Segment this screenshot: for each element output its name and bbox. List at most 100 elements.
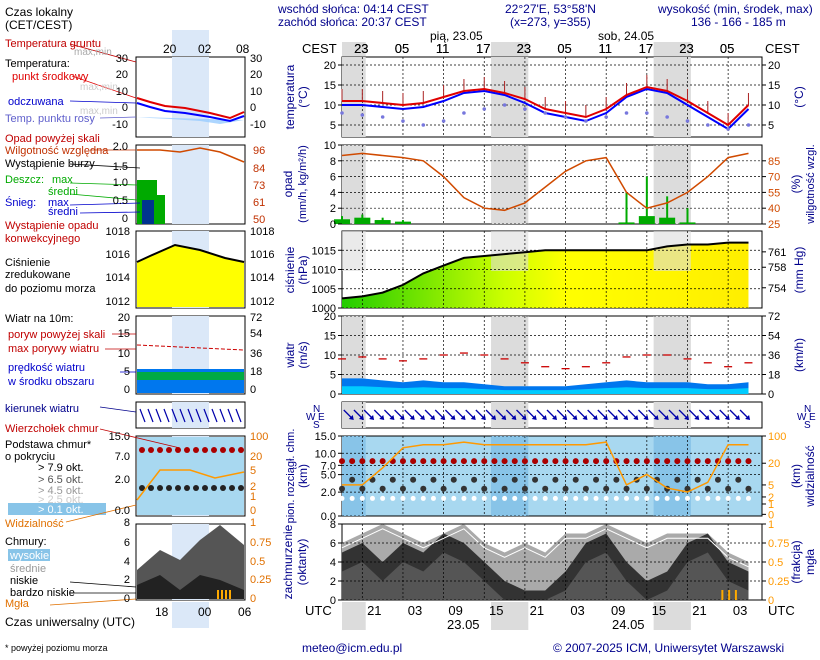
legend-pressure1: Ciśnienie <box>5 257 50 269</box>
night-band <box>491 402 529 428</box>
cloud-top-point <box>745 458 752 465</box>
cloud-top-point <box>684 458 691 465</box>
cloud-base-low-point <box>420 495 426 501</box>
legend-y-tick: 0.5 <box>250 556 265 568</box>
legend-snow_max: max <box>48 197 69 209</box>
legend-cloud-top <box>157 447 163 453</box>
cloud-base-point <box>694 476 701 483</box>
legend-tick: 20 <box>163 42 177 56</box>
cloud-top-point <box>633 458 640 465</box>
legend-conv: Wystąpienie opadu <box>5 220 98 232</box>
night-band-top <box>653 42 691 56</box>
legend-y-tick: 8 <box>124 517 130 529</box>
rain-max-bar <box>686 208 689 224</box>
wind-arrow-head <box>491 415 497 420</box>
cloud-base-point <box>623 485 630 492</box>
wind-arrow-head <box>440 415 446 420</box>
wind-arrow-head <box>633 415 639 420</box>
wind-arrow-head <box>348 415 354 420</box>
legend-cloud-base <box>202 485 208 491</box>
cloud-top-point <box>460 458 467 465</box>
legend-y-tick: 1016 <box>250 249 274 261</box>
legend-wind-arrow <box>227 408 234 423</box>
compass-w: W <box>797 412 807 423</box>
y-tick-label: 0 <box>330 219 336 231</box>
legend-okt65: > 6.5 okt. <box>38 474 84 486</box>
footer-email[interactable]: meteo@icm.edu.pl <box>302 641 403 655</box>
legend-medium: średnie <box>10 563 46 575</box>
grid: (x=273, y=355) <box>510 15 591 29</box>
legend-cloud-top <box>166 447 172 453</box>
legend-wind-arrow <box>195 408 202 423</box>
legend-night-top <box>172 30 209 56</box>
cloud-top-point <box>562 458 569 465</box>
legend-rain-bar <box>157 195 165 224</box>
y-tick-label-right: 40 <box>768 203 780 215</box>
legend-wind: Wiatr na 10m: <box>5 313 73 325</box>
night-band-top <box>491 42 529 56</box>
x-tick-cest: 05 <box>395 41 409 56</box>
legend-cloud_top: Wierzchołek chmur <box>5 423 99 435</box>
wind-arrow-head <box>430 415 436 420</box>
cloud-top-point <box>674 458 681 465</box>
cloud-top-point <box>359 458 366 465</box>
date1: 23.05 <box>447 617 480 632</box>
wind-arrow-head <box>419 415 425 420</box>
cloud-base-low-point <box>563 495 569 501</box>
dew-point <box>401 119 405 123</box>
night-band <box>653 145 691 224</box>
dew-point <box>380 115 385 119</box>
wind-arrow-head <box>572 415 578 420</box>
legend-leader <box>49 598 137 606</box>
cloud-top-point <box>623 458 630 465</box>
cloud-base-low-point <box>359 495 365 501</box>
cloud-top-point <box>410 458 417 465</box>
wind-speed-mid-area <box>342 386 749 394</box>
cloud-top-point <box>654 458 660 465</box>
cloud-base-point <box>593 476 600 483</box>
legend-cloud-base <box>238 485 244 491</box>
axis-unit-cc: (oktanty) <box>295 539 309 586</box>
y-tick-label: 6 <box>330 172 336 184</box>
y-tick-label: 0 <box>330 595 336 607</box>
legend-pressure2: zredukowane <box>5 269 70 281</box>
wind-arrow-head <box>602 415 608 420</box>
axis-unit-cb: (km) <box>296 464 310 488</box>
x-tick-cest: 11 <box>436 41 450 56</box>
legend-y-tick: 61 <box>253 197 265 209</box>
night-band-bottom <box>342 602 366 630</box>
legend-okt79: > 7.9 okt. <box>38 462 84 474</box>
legend-wind-arrow <box>179 408 186 423</box>
y-tick-mmhg: 761 <box>768 247 786 259</box>
y-tick-label: 20 <box>324 60 336 72</box>
legend-gust_max: max porywy wiatru <box>8 343 99 355</box>
y-tick-vis: 5 <box>768 480 774 492</box>
y-tick-label-right: 0 <box>768 389 774 401</box>
cloud-base-point <box>389 476 396 483</box>
dew-point <box>421 123 426 127</box>
y-tick-label-right: 15 <box>768 80 780 92</box>
cloud-base-low-point <box>705 495 711 501</box>
dew-point <box>584 119 588 123</box>
legend-fog: Mgła <box>5 598 30 610</box>
dew-point <box>502 103 507 107</box>
legend-y-tick: 0 <box>122 213 128 225</box>
rain-max-bar <box>625 192 628 224</box>
y-tick-label: 2 <box>330 203 336 215</box>
x-tick-cest: 23 <box>679 41 693 56</box>
legend-leader <box>99 116 137 119</box>
wind-arrow-head <box>663 415 669 420</box>
legend-mid: punkt środkowy <box>12 71 89 83</box>
y-tick-vis: 0 <box>768 509 774 521</box>
x-tick-cest: 17 <box>639 41 653 56</box>
legend-cloud-base <box>157 485 163 491</box>
legend-y-tick: 1.5 <box>113 161 128 173</box>
legend-cloud-base <box>229 485 235 491</box>
cloud-base-point <box>725 485 732 492</box>
y-tick-label: 5.0 <box>321 470 336 482</box>
cloud-base-point <box>684 485 691 492</box>
legend-night-bottom <box>172 602 209 628</box>
y-tick-label-right: 85 <box>768 156 780 168</box>
cloud-base-low-point <box>735 495 741 501</box>
legend-rain_above: Opad powyżej skali <box>5 133 100 145</box>
